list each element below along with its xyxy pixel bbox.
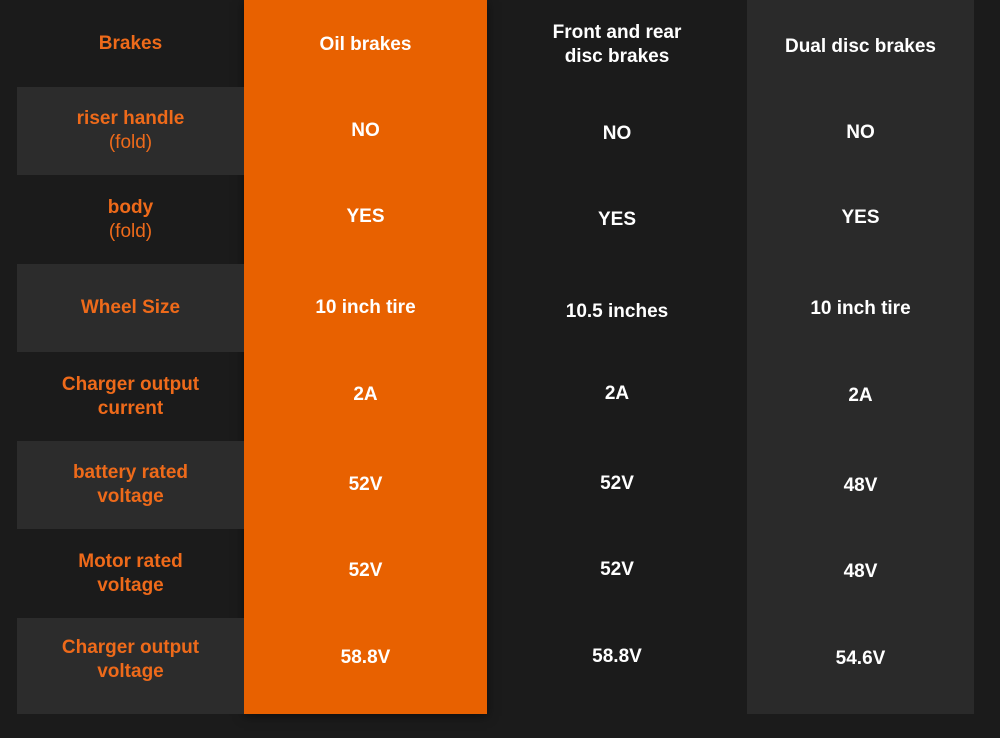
cell-motor-dual: 48V — [843, 560, 878, 582]
cell-wheel-dual: 10 inch tire — [810, 298, 911, 319]
header-oil-brakes: Oil brakes — [319, 34, 412, 55]
row-label-riser-handle: riser handle (fold) — [17, 87, 244, 175]
cell-charger-voltage-dual: 54.6V — [835, 648, 886, 669]
label-band-battery — [17, 441, 244, 529]
label-band-charger-voltage — [17, 618, 244, 714]
cell-riser-front-rear: NO — [602, 123, 632, 144]
header-front-rear-disc: Front and rear disc brakes — [552, 22, 682, 67]
cell-wheel-front-rear: 10.5 inches — [565, 301, 669, 322]
header-dual-disc: Dual disc brakes — [784, 35, 937, 57]
dual-disc-column-bg — [747, 0, 974, 714]
cell-current-oil: 2A — [353, 383, 378, 405]
row-label-text: riser handle — [76, 108, 185, 129]
row-label-battery-voltage: battery rated voltage — [72, 462, 189, 507]
row-label-motor-voltage: Motor rated voltage — [78, 550, 183, 596]
cell-motor-front-rear: 52V — [600, 558, 634, 580]
cell-body-dual: YES — [841, 206, 880, 228]
label-band-wheel — [17, 264, 244, 352]
highlight-column-bg — [244, 0, 487, 714]
cell-charger-voltage-front-rear: 58.8V — [592, 646, 642, 667]
cell-battery-front-rear: 52V — [600, 473, 634, 494]
row-label-body: body (fold) — [17, 175, 244, 264]
row-sublabel-text: (fold) — [108, 220, 153, 242]
row-label-charger-voltage: Charger output voltage — [61, 637, 200, 682]
cell-riser-oil: NO — [351, 120, 380, 141]
cell-battery-oil: 52V — [348, 474, 383, 495]
cell-body-oil: YES — [346, 205, 385, 227]
cell-body-front-rear: YES — [597, 208, 637, 230]
cell-wheel-oil: 10 inch tire — [315, 297, 416, 318]
row-label-wheel-size: Wheel Size — [80, 297, 181, 318]
cell-charger-voltage-oil: 58.8V — [340, 647, 391, 668]
cell-riser-dual: NO — [846, 122, 875, 143]
label-band-riser — [17, 87, 244, 175]
cell-battery-dual: 48V — [843, 475, 878, 496]
header-label-brakes: Brakes — [98, 32, 163, 54]
row-label-charger-current: Charger output current — [61, 373, 200, 419]
cell-motor-oil: 52V — [348, 559, 383, 581]
row-label-text: body — [107, 196, 154, 218]
cell-current-dual: 2A — [848, 384, 873, 406]
cell-current-front-rear: 2A — [604, 382, 630, 404]
row-sublabel-text: (fold) — [108, 132, 153, 153]
